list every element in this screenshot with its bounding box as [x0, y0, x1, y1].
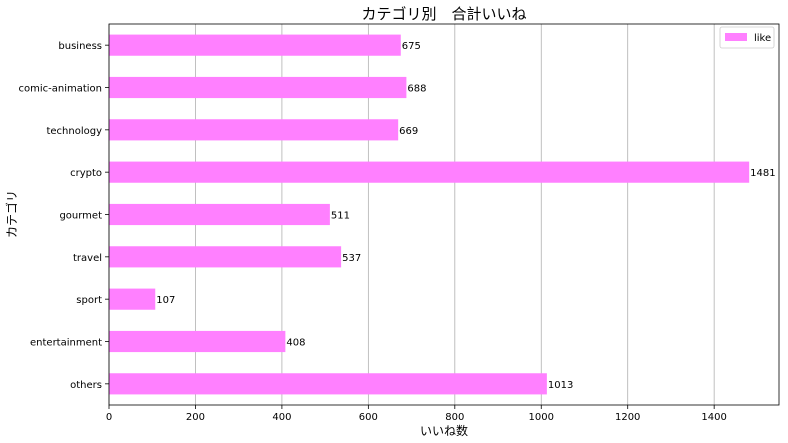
- x-tick-label: 1200: [615, 412, 640, 423]
- bar-business: [109, 34, 401, 56]
- data-label-others: 1013: [548, 380, 573, 391]
- bar-gourmet: [109, 203, 330, 226]
- y-tick-label: sport: [76, 295, 102, 306]
- data-label-technology: 669: [399, 126, 418, 137]
- x-axis-label: いいね数: [420, 423, 468, 438]
- y-axis-label: カテゴリ: [4, 190, 19, 238]
- bar-sport: [109, 288, 156, 310]
- x-tick-label: 600: [359, 412, 378, 423]
- x-axis-ticks: 0 200 400 600 800 1000 1200 1400: [106, 405, 727, 423]
- data-label-entertainment: 408: [286, 338, 305, 349]
- y-tick-label: travel: [73, 253, 102, 264]
- x-tick-label: 0: [106, 412, 112, 423]
- bar-technology: [109, 119, 399, 141]
- y-tick-label: business: [58, 41, 102, 52]
- x-tick-label: 400: [272, 412, 291, 423]
- data-label-gourmet: 511: [331, 211, 350, 222]
- y-tick-label: comic-animation: [18, 84, 102, 95]
- chart-title: カテゴリ別 合計いいね: [361, 5, 526, 23]
- legend-swatch: [725, 33, 747, 41]
- y-tick-label: others: [70, 380, 102, 391]
- bar-travel: [109, 246, 342, 268]
- data-label-crypto: 1481: [750, 168, 775, 179]
- bar-others: [109, 373, 547, 395]
- data-label-sport: 107: [156, 295, 175, 306]
- data-label-comic-animation: 688: [407, 84, 426, 95]
- bar-comic-animation: [109, 76, 407, 99]
- y-tick-label: gourmet: [59, 211, 102, 222]
- y-axis-ticks: business comic-animation technology crypto g…: [18, 41, 109, 391]
- bars: [109, 34, 750, 395]
- x-tick-label: 1400: [701, 412, 726, 423]
- legend-label: like: [754, 33, 771, 44]
- legend: like: [719, 26, 775, 49]
- y-tick-label: crypto: [70, 168, 102, 179]
- plot-frame: [108, 23, 780, 406]
- data-labels: 675 688 669 1481 511 537 107 408 1013: [156, 41, 775, 391]
- x-tick-label: 800: [445, 412, 464, 423]
- y-tick-label: entertainment: [30, 338, 102, 349]
- data-label-business: 675: [402, 41, 421, 52]
- bar-crypto: [109, 161, 750, 183]
- bar-entertainment: [109, 330, 286, 353]
- x-tick-label: 1000: [529, 412, 554, 423]
- data-label-travel: 537: [342, 253, 361, 264]
- y-tick-label: technology: [46, 126, 102, 137]
- x-tick-label: 200: [186, 412, 205, 423]
